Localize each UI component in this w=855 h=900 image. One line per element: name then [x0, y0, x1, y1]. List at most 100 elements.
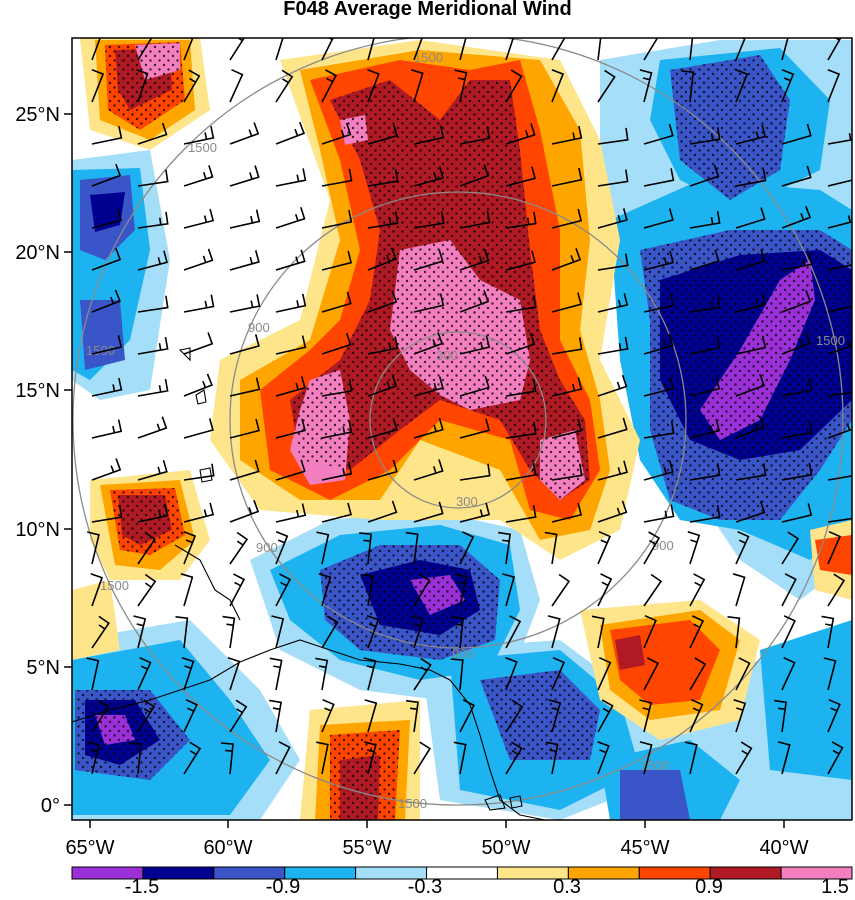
wind-barb	[367, 500, 398, 523]
wind-barb	[321, 502, 352, 523]
wind-barb	[275, 503, 307, 523]
wind-barb	[689, 38, 694, 61]
wind-barb	[551, 573, 571, 607]
wind-barb	[321, 461, 353, 481]
wind-barb	[639, 741, 653, 775]
field-medium-blue	[80, 300, 125, 370]
field-light-yellow	[72, 580, 120, 660]
wind-barb	[459, 210, 491, 229]
wind-barb	[316, 741, 329, 775]
wind-barb	[363, 741, 377, 775]
wind-barb	[591, 615, 605, 649]
wind-barb	[229, 294, 261, 313]
wind-barb	[781, 573, 797, 607]
wind-barb	[133, 615, 147, 649]
field-dark-red	[615, 635, 645, 670]
wind-barb	[505, 699, 524, 733]
wind-barb	[597, 208, 628, 229]
wind-barb	[597, 417, 628, 439]
wind-barb	[643, 123, 674, 145]
wind-barb	[735, 292, 767, 313]
wind-barb	[413, 417, 444, 439]
wind-barb	[544, 531, 558, 565]
wind-barb	[735, 374, 766, 397]
y-tick-label: 10°N	[15, 519, 60, 541]
wind-barb	[727, 616, 741, 649]
ring-label: 1500	[188, 140, 217, 155]
x-tick-label: 40°W	[759, 837, 808, 859]
wind-barb	[551, 68, 565, 103]
wind-barb	[643, 573, 663, 607]
wind-barb	[689, 335, 721, 355]
wind-barb	[91, 699, 110, 733]
wind-barb	[181, 657, 195, 691]
wind-barb	[450, 658, 464, 691]
wind-barb	[505, 69, 523, 103]
wind-barb	[229, 531, 249, 565]
wind-barb	[229, 250, 260, 271]
wind-barb	[597, 740, 610, 775]
wind-barb	[137, 656, 152, 691]
coastline-island	[195, 389, 207, 405]
wind-barb	[827, 133, 852, 145]
wind-barb	[229, 377, 261, 397]
wind-barb	[505, 462, 537, 481]
wind-barb	[827, 573, 846, 607]
wind-barb	[137, 169, 169, 187]
colorbar-label: -0.3	[408, 876, 442, 898]
wind-barb	[551, 208, 583, 229]
y-tick-label: 15°N	[15, 380, 60, 402]
wind-barb	[87, 531, 100, 565]
wind-barb	[275, 168, 307, 187]
wind-barb	[827, 741, 844, 775]
wind-barb	[781, 462, 813, 481]
wind-barb	[689, 615, 705, 649]
wind-barb	[551, 248, 582, 271]
wind-barb	[183, 332, 214, 355]
wind-barb	[827, 517, 852, 523]
wind-barb	[781, 38, 789, 61]
wind-barb	[137, 699, 156, 733]
wind-barb	[459, 375, 490, 397]
wind-barb	[183, 463, 215, 481]
wind-barb	[367, 336, 399, 355]
wind-barb	[135, 68, 149, 103]
x-tick-label: 65°W	[65, 837, 114, 859]
ring-label: 1500	[414, 50, 443, 65]
wind-barbs	[86, 38, 852, 775]
wind-barb	[275, 530, 289, 565]
wind-barb	[367, 459, 398, 481]
wind-barb	[681, 70, 695, 103]
wind-barb	[459, 38, 467, 61]
wind-barb	[459, 164, 490, 187]
wind-barb	[91, 208, 122, 229]
wind-barb	[275, 335, 307, 355]
range-ring-900	[229, 191, 687, 649]
wind-barb	[413, 501, 444, 523]
wind-barb	[597, 656, 612, 691]
wind-barb	[413, 741, 432, 775]
wind-barb	[183, 248, 214, 271]
wind-barb	[137, 416, 168, 439]
wind-barb	[459, 248, 490, 271]
wind-barb	[364, 699, 378, 733]
wind-barb	[597, 500, 628, 523]
wind-barb	[321, 378, 353, 397]
wind-barb	[551, 656, 566, 691]
wind-barb	[827, 333, 852, 355]
wind-barb	[551, 38, 566, 61]
wind-barb	[316, 531, 330, 565]
wind-barb	[137, 573, 157, 607]
wind-barb	[551, 292, 582, 313]
wind-barb	[321, 69, 338, 103]
wind-barb	[597, 460, 628, 481]
colorbar-label: -0.9	[266, 876, 300, 898]
x-tick-label: 50°W	[481, 837, 530, 859]
wind-barb	[413, 293, 445, 313]
wind-barb	[505, 615, 522, 649]
wind-barb	[498, 531, 512, 565]
wind-barb	[229, 334, 260, 355]
ring-label: 300	[456, 494, 478, 509]
range-ring-300	[369, 331, 547, 509]
wind-barb	[551, 377, 583, 397]
